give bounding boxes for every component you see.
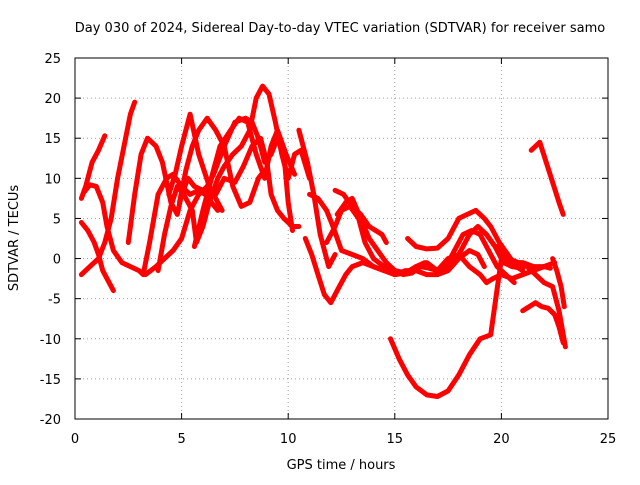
series-line-arc-19 bbox=[388, 256, 553, 399]
y-axis-label: SDTVAR / TECUs bbox=[7, 185, 22, 292]
series-line-arc-24 bbox=[550, 256, 567, 310]
plot-frame bbox=[74, 57, 609, 420]
series-line-arc-21 bbox=[494, 244, 568, 350]
y-tick-label: 20 bbox=[44, 92, 61, 107]
x-axis-label: GPS time / hours bbox=[287, 458, 396, 473]
x-tick-labels: 0 5 10 15 20 25 bbox=[71, 432, 616, 447]
x-tick-label: 5 bbox=[177, 432, 185, 447]
y-tick-label: -20 bbox=[40, 413, 61, 428]
y-tick-labels: -20 -15 -10 -5 0 5 10 15 20 25 bbox=[40, 52, 61, 428]
series-layer bbox=[78, 83, 568, 399]
series-line-arc-18 bbox=[405, 207, 526, 274]
series-line-arc-8 bbox=[177, 115, 268, 209]
y-tick-label: -5 bbox=[48, 293, 61, 308]
series-line-arc-17 bbox=[334, 195, 517, 286]
y-tick-label: 10 bbox=[44, 172, 61, 187]
x-tick-label: 10 bbox=[280, 432, 297, 447]
y-tick-label: 0 bbox=[53, 253, 61, 268]
series-line-arc-20 bbox=[445, 224, 526, 271]
x-tick-label: 25 bbox=[600, 432, 617, 447]
series-line-arc-1 bbox=[81, 171, 221, 278]
series-line-arc-11 bbox=[213, 135, 302, 229]
x-tick-label: 0 bbox=[71, 432, 79, 447]
y-tick-label: -10 bbox=[40, 333, 61, 348]
y-tick-label: 25 bbox=[44, 52, 61, 67]
series-line-arc-12 bbox=[296, 127, 338, 270]
y-tick-label: 5 bbox=[53, 212, 61, 227]
series-line-arc-4 bbox=[78, 99, 138, 278]
grid bbox=[75, 58, 608, 419]
series-line-arc-3 bbox=[78, 133, 108, 201]
series-line-arc-15 bbox=[332, 187, 389, 245]
chart-title: Day 030 of 2024, Sidereal Day-to-day VTE… bbox=[75, 21, 606, 36]
y-tick-label: -15 bbox=[40, 373, 61, 388]
x-tick-label: 15 bbox=[387, 432, 404, 447]
x-tick-label: 20 bbox=[493, 432, 510, 447]
series-line-arc-23 bbox=[520, 300, 566, 346]
y-tick-label: 15 bbox=[44, 132, 61, 147]
series-line-arc-10 bbox=[191, 115, 298, 249]
ticks bbox=[74, 57, 609, 420]
series-line-arc-22 bbox=[528, 139, 566, 217]
